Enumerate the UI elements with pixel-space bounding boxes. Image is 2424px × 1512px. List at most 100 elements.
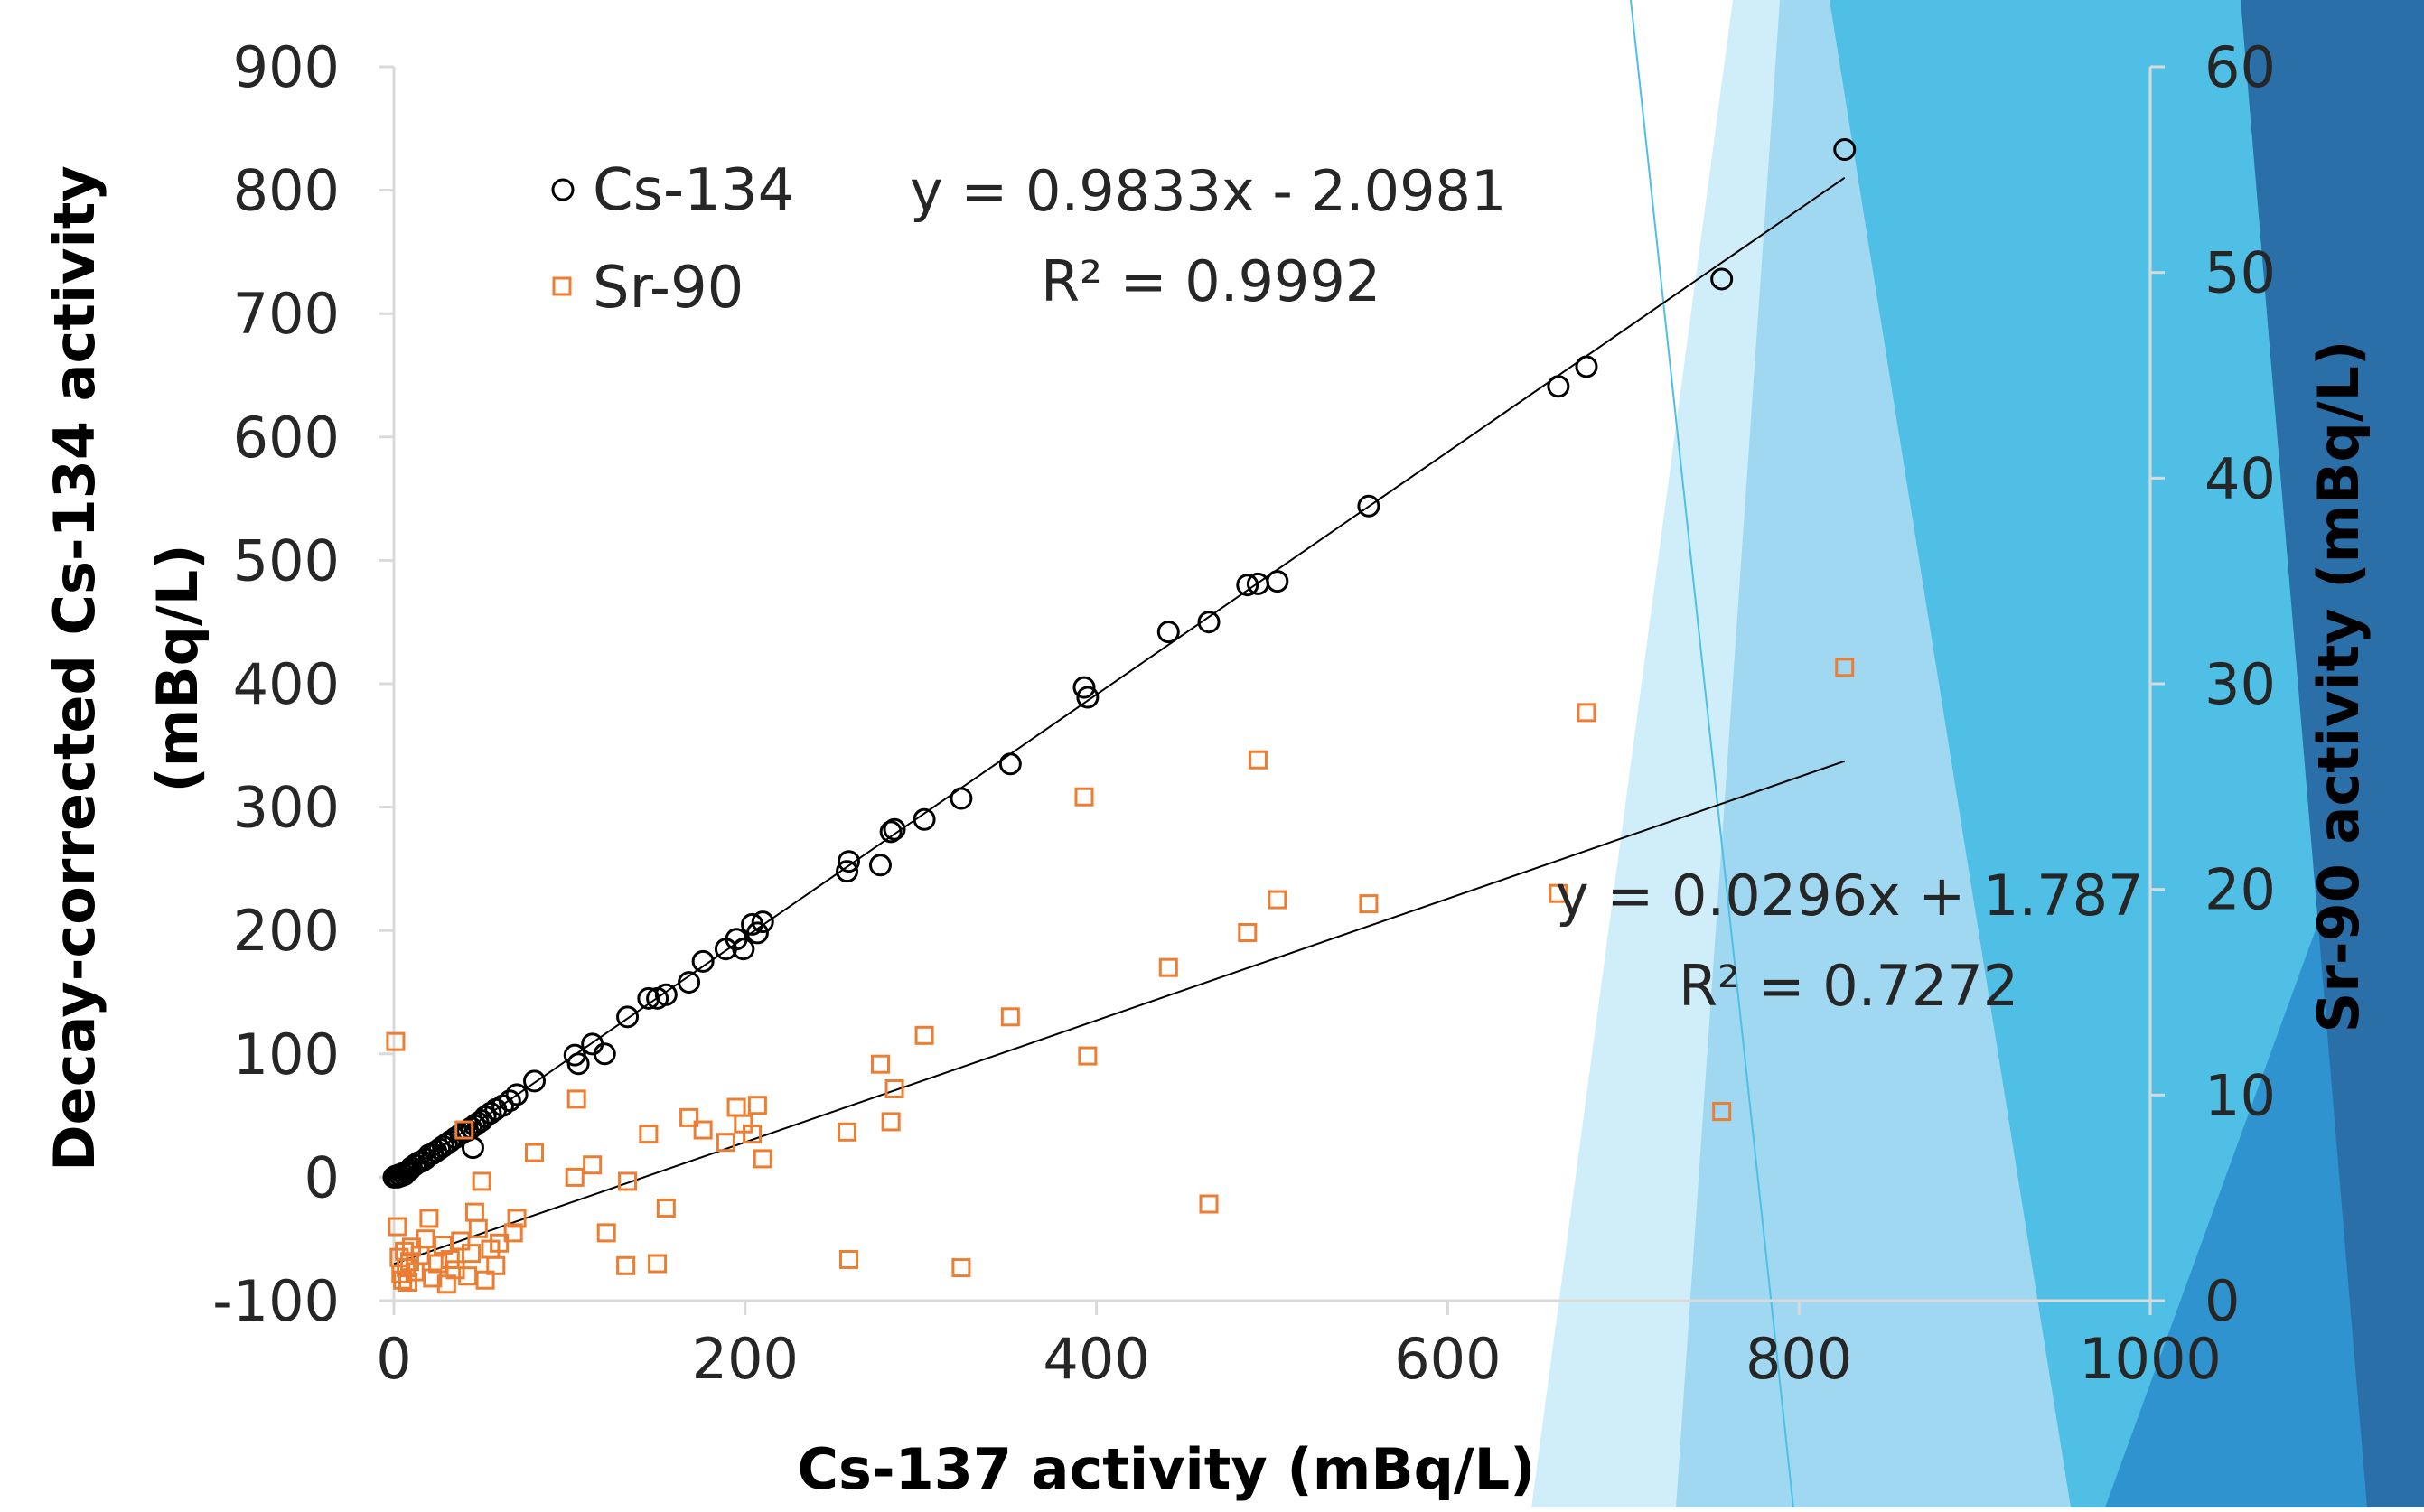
sr90-point xyxy=(884,1079,904,1099)
cs134-point xyxy=(1575,355,1598,378)
cs134-point xyxy=(566,1052,590,1076)
y-axis-title: Decay-corrected Cs-134 activity (mBq/L) xyxy=(42,165,211,1171)
sr90-point xyxy=(419,1209,439,1228)
cs134-point xyxy=(1236,574,1259,597)
sr90-point xyxy=(472,1171,491,1191)
y2-tick-label: 50 xyxy=(2204,240,2276,306)
sr90-point xyxy=(386,1031,406,1051)
x-axis-ticks: 0 200 400 600 800 1000 xyxy=(376,1301,2222,1392)
y-tick-label: 800 xyxy=(233,158,340,224)
sr90-point xyxy=(639,1125,659,1144)
cs134-point xyxy=(1357,494,1380,518)
legend-sr90-label: Sr-90 xyxy=(593,255,744,322)
cs134-point xyxy=(505,1083,529,1106)
x-tick-label: 800 xyxy=(1745,1326,1852,1392)
y2-axis-ticks: 0 10 20 30 40 50 60 xyxy=(2150,34,2276,1334)
cs134-point xyxy=(678,971,701,994)
series-cs134-points xyxy=(382,138,1857,1189)
y-tick-label: 500 xyxy=(233,527,340,593)
y-axis-ticks: -100 0 100 200 300 400 500 600 700 800 900 xyxy=(212,34,394,1334)
sr90-point xyxy=(1712,1102,1732,1122)
cs134-point xyxy=(1076,686,1100,709)
sr90-point xyxy=(1359,894,1379,914)
sr90-point xyxy=(914,1025,934,1045)
cs134-r2: R² = 0.9992 xyxy=(1041,248,1380,314)
sr90-point xyxy=(596,1223,616,1243)
sr90-point xyxy=(951,1258,971,1278)
sr90-point xyxy=(1835,658,1855,677)
sr90-point xyxy=(648,1254,668,1274)
cs134-point xyxy=(1833,138,1857,162)
sr90-point xyxy=(475,1270,495,1290)
sr90-point xyxy=(693,1120,713,1140)
x-tick-label: 1000 xyxy=(2079,1326,2222,1392)
sr90-point xyxy=(1248,750,1268,770)
sr90-point xyxy=(1238,922,1258,942)
x-axis-title: Cs-137 activity (mBq/L) xyxy=(798,1436,1536,1502)
cs134-point xyxy=(751,910,774,934)
cs134-point xyxy=(836,860,859,883)
sr90-point xyxy=(1577,703,1596,723)
y2-tick-label: 10 xyxy=(2204,1062,2276,1128)
sr90-point xyxy=(462,1244,482,1264)
cs134-point xyxy=(1197,611,1221,634)
cs134-point xyxy=(1710,267,1734,291)
legend-cs134-label: Cs-134 xyxy=(593,157,794,224)
sr90-point xyxy=(1074,787,1094,807)
sr90-point xyxy=(490,1233,510,1253)
sr90-point xyxy=(507,1209,527,1228)
sr90-point xyxy=(565,1167,585,1187)
cs134-point xyxy=(837,850,860,873)
sr90-point xyxy=(454,1120,474,1140)
background-accent-line xyxy=(1630,0,1794,1508)
sr90-point xyxy=(566,1089,586,1109)
y2-tick-label: 60 xyxy=(2204,34,2276,100)
sr90-point xyxy=(716,1133,735,1153)
cs134-point xyxy=(1266,570,1289,593)
y2-axis-title: Sr-90 activity (mBq/L) xyxy=(2306,341,2372,1033)
sr90-point xyxy=(1268,890,1287,910)
y-tick-label: 0 xyxy=(304,1144,340,1210)
sr90-point xyxy=(503,1223,523,1243)
cs134-point xyxy=(479,1101,502,1125)
sr90-point xyxy=(468,1218,488,1238)
sr90-point xyxy=(870,1054,890,1074)
sr90-point xyxy=(753,1149,772,1169)
y2-tick-label: 20 xyxy=(2204,857,2276,923)
cs134-point xyxy=(913,807,936,831)
sr90-point xyxy=(1000,1007,1020,1027)
sr90-point xyxy=(838,1122,857,1142)
cs134-point xyxy=(745,921,769,945)
x-tick-label: 400 xyxy=(1043,1326,1149,1392)
background-decoration xyxy=(1531,0,2424,1508)
cs134-point xyxy=(1547,375,1570,398)
y2-axis-title-text: Sr-90 activity (mBq/L) xyxy=(2306,341,2372,1033)
sr90-point xyxy=(388,1217,407,1237)
x-tick-label: 600 xyxy=(1394,1326,1501,1392)
y2-tick-label: 0 xyxy=(2204,1268,2240,1334)
cs134-point xyxy=(691,949,715,973)
sr90-point xyxy=(486,1255,506,1275)
y-tick-label: 400 xyxy=(233,651,340,717)
cs134-point xyxy=(732,938,755,961)
sr90-point xyxy=(445,1260,465,1280)
sr90-point xyxy=(583,1155,603,1175)
y-tick-label: 300 xyxy=(233,775,340,841)
legend-cs134-marker xyxy=(551,178,575,201)
cs134-point xyxy=(498,1089,521,1113)
sr90-point xyxy=(679,1107,699,1127)
sr90-point xyxy=(1158,957,1178,977)
sr90-point xyxy=(747,1096,767,1115)
sr90-point xyxy=(726,1097,746,1117)
sr90-point xyxy=(1549,883,1568,903)
sr90-point xyxy=(1078,1046,1098,1066)
x-tick-label: 0 xyxy=(376,1326,411,1392)
sr90-point xyxy=(618,1171,638,1191)
cs134-point xyxy=(637,986,660,1010)
y-tick-label: 900 xyxy=(233,34,340,100)
sr90-point xyxy=(423,1268,443,1288)
y-tick-label: -100 xyxy=(212,1268,340,1334)
